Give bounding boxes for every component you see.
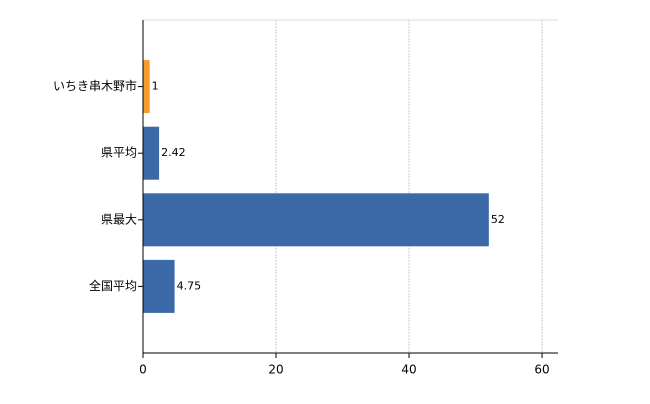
value-label: 4.75 <box>177 279 202 292</box>
value-label: 1 <box>152 80 159 93</box>
bar <box>143 259 175 313</box>
y-tick-label: 県平均 <box>101 146 137 160</box>
value-label: 2.42 <box>161 146 186 159</box>
x-tick-label: 20 <box>268 363 283 377</box>
x-tick-label: 40 <box>401 363 416 377</box>
bar <box>143 60 150 114</box>
y-tick-label: 県最大 <box>101 212 137 226</box>
x-tick-label: 0 <box>139 363 147 377</box>
value-label: 52 <box>491 213 505 226</box>
bar <box>143 126 160 180</box>
x-tick-label: 60 <box>534 363 549 377</box>
bar <box>143 193 489 247</box>
y-tick-label: 全国平均 <box>89 278 137 293</box>
y-tick-label: いちき串木野市 <box>53 78 137 93</box>
